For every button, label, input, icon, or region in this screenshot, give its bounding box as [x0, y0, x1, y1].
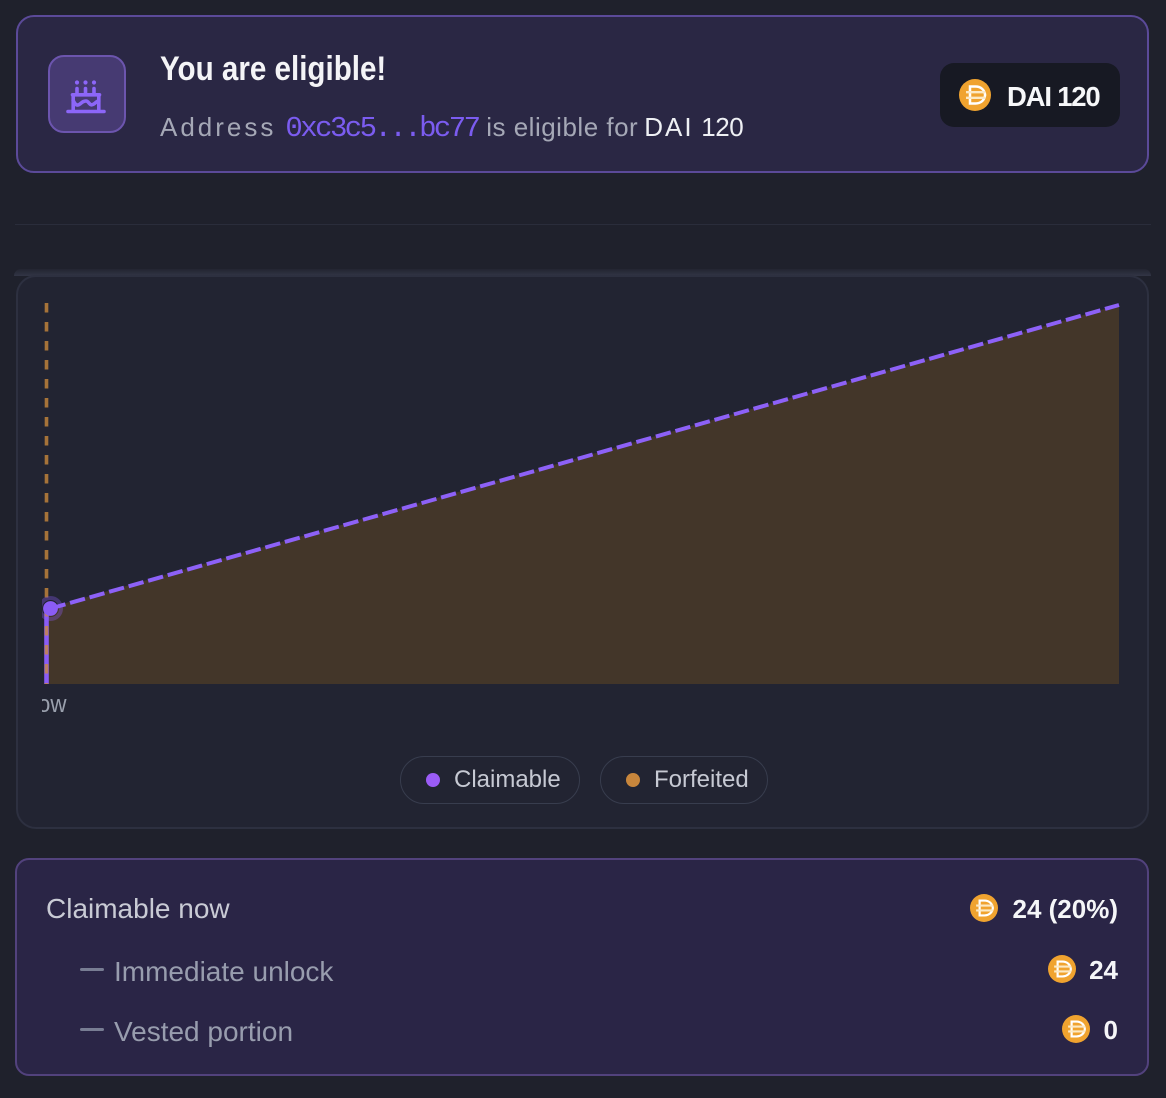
- svg-text:now: now: [42, 691, 67, 718]
